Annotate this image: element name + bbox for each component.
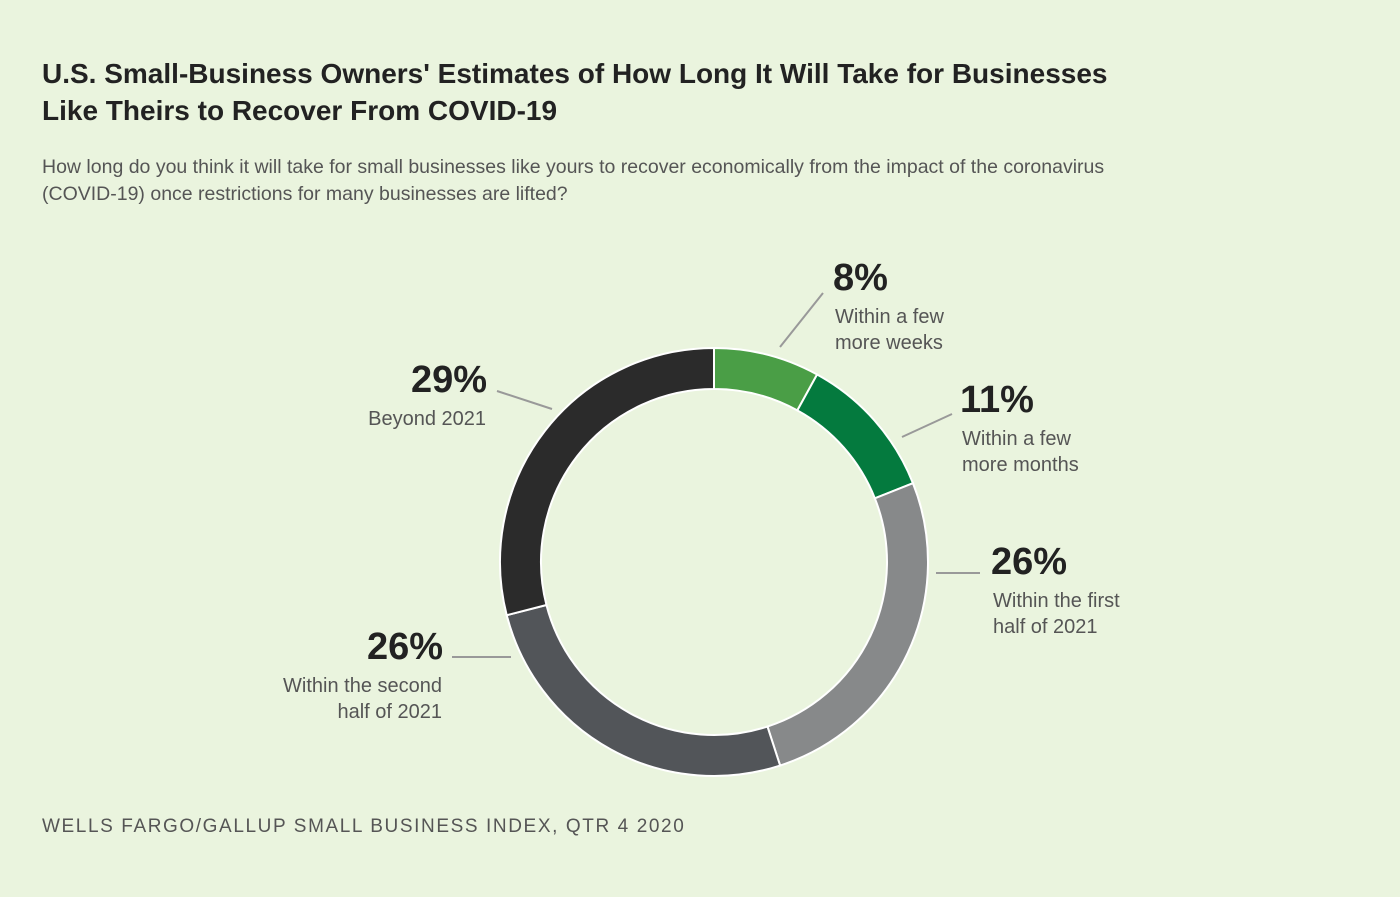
leader-line-2 xyxy=(901,413,953,438)
donut-slice-4 xyxy=(505,603,782,777)
slice-value-label-4: 26% xyxy=(367,626,443,668)
leader-lines xyxy=(452,292,980,658)
donut-slice-3 xyxy=(766,481,929,767)
slice-category-label-3: half of 2021 xyxy=(993,616,1098,638)
donut-slices xyxy=(499,346,929,777)
donut-slice-5 xyxy=(499,346,715,617)
slice-value-label-2: 11% xyxy=(960,379,1034,421)
slice-category-label-4: Within the second xyxy=(283,675,442,697)
slice-category-label-2: Within a few xyxy=(962,428,1071,450)
slice-value-label-3: 26% xyxy=(991,541,1067,583)
slice-category-label-4: half of 2021 xyxy=(337,701,442,723)
slice-category-label-3: Within the first xyxy=(993,590,1120,612)
slice-category-label-1: more weeks xyxy=(835,332,943,354)
slice-category-label-1: Within a few xyxy=(835,306,944,328)
slice-value-label-1: 8% xyxy=(833,257,888,299)
slice-value-label-5: 29% xyxy=(411,359,487,401)
slice-category-label-5: Beyond 2021 xyxy=(368,408,486,430)
leader-line-1 xyxy=(779,292,824,348)
source-note: WELLS FARGO/GALLUP SMALL BUSINESS INDEX,… xyxy=(42,816,686,837)
donut-slice-2 xyxy=(795,373,915,500)
chart-title: U.S. Small-Business Owners' Estimates of… xyxy=(42,58,1108,126)
chart-subtitle: How long do you think it will take for s… xyxy=(42,156,1105,205)
leader-line-5 xyxy=(496,390,553,410)
slice-labels: 8% Within a few more weeks 11% Within a few m… xyxy=(283,257,1120,723)
slice-category-label-2: more months xyxy=(962,454,1079,476)
